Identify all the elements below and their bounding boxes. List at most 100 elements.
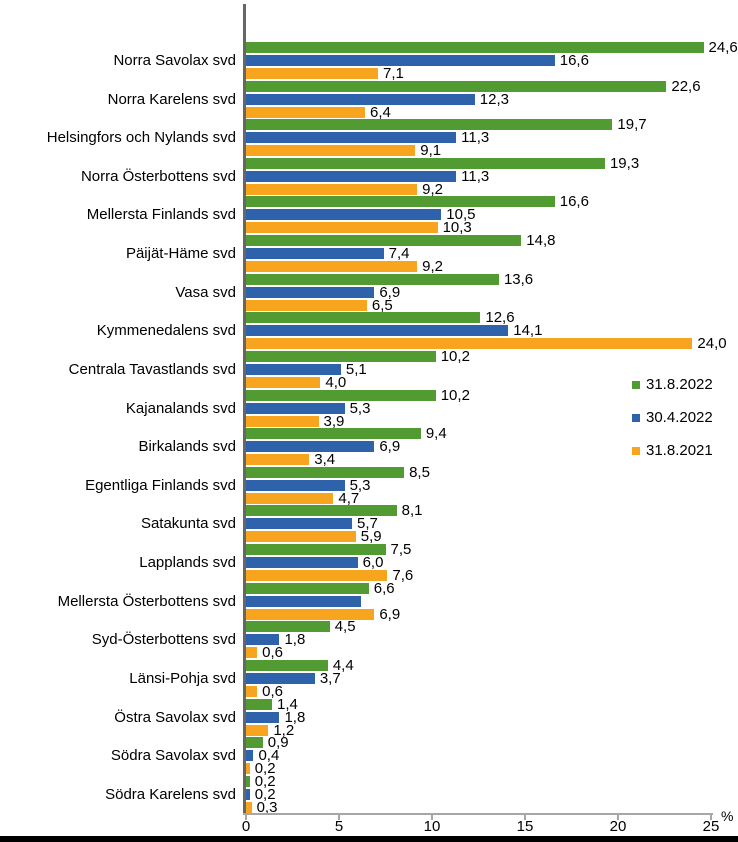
legend-swatch bbox=[632, 446, 640, 455]
x-tick-mark bbox=[245, 814, 247, 820]
bar-value-label: 5,9 bbox=[360, 528, 382, 546]
bar bbox=[246, 466, 405, 478]
category-label: Södra Savolax svd bbox=[110, 747, 236, 765]
category-label: Birkalands svd bbox=[138, 438, 236, 456]
bar-value-label: 4,0 bbox=[325, 373, 347, 391]
bar-value-label: 0,6 bbox=[262, 682, 284, 700]
bar-value-label: 5,1 bbox=[345, 360, 367, 378]
bar bbox=[246, 80, 667, 92]
bar-value-label: 0,9 bbox=[267, 734, 289, 752]
bar bbox=[246, 492, 334, 504]
bar bbox=[246, 608, 375, 620]
bar-value-label: 6,0 bbox=[362, 554, 384, 572]
bar bbox=[246, 132, 457, 144]
x-tick-label: 20 bbox=[609, 818, 627, 835]
bar bbox=[246, 634, 280, 646]
bar bbox=[246, 775, 250, 787]
bar-value-label: 6,5 bbox=[371, 296, 393, 314]
bar bbox=[246, 505, 397, 517]
bar-value-label: 7,5 bbox=[390, 541, 412, 559]
bar bbox=[246, 788, 250, 800]
bar-value-label: 9,2 bbox=[422, 180, 443, 198]
bar-value-label: 10,2 bbox=[440, 386, 470, 404]
bar-value-label: 10,2 bbox=[440, 347, 470, 365]
category-label: Helsingfors och Nylands svd bbox=[46, 129, 236, 147]
bar-value-label: 6,9 bbox=[379, 605, 401, 623]
bar-value-label: 1,8 bbox=[284, 631, 306, 649]
bar-value-label: 3,9 bbox=[323, 412, 345, 430]
bar-value-label: 0,6 bbox=[262, 644, 284, 662]
bar-value-label: 8,1 bbox=[401, 502, 423, 520]
category-label: Kymmenedalens svd bbox=[96, 322, 236, 340]
legend-label: 30.4.2022 bbox=[646, 409, 713, 426]
x-axis-line bbox=[243, 813, 713, 815]
bar bbox=[246, 672, 315, 684]
bar-value-label: 3,7 bbox=[319, 669, 341, 687]
bar-value-label: 1,8 bbox=[284, 708, 306, 726]
bar bbox=[246, 273, 499, 285]
bar bbox=[246, 647, 258, 659]
bar bbox=[246, 441, 375, 453]
bar bbox=[246, 93, 475, 105]
legend-swatch bbox=[632, 413, 640, 422]
bar-value-label: 5,7 bbox=[357, 515, 378, 533]
category-label: Päijät-Häme svd bbox=[125, 245, 236, 263]
legend-item: 31.8.2021 bbox=[632, 442, 713, 459]
bar-value-label: 12,3 bbox=[479, 90, 509, 108]
bar-value-label: 9,1 bbox=[420, 142, 442, 160]
y-axis-line bbox=[243, 4, 246, 814]
bar bbox=[246, 299, 367, 311]
bar-value-label: 5,3 bbox=[349, 399, 371, 417]
category-label: Norra Österbottens svd bbox=[80, 167, 236, 185]
bar bbox=[246, 750, 254, 762]
bar bbox=[246, 286, 375, 298]
category-label: Södra Karelens svd bbox=[105, 785, 236, 803]
bar-value-label: 7,6 bbox=[392, 567, 414, 585]
x-tick-label: 15 bbox=[516, 818, 534, 835]
bar-value-label: 19,7 bbox=[617, 116, 647, 134]
bar bbox=[246, 531, 356, 543]
x-tick-label: 10 bbox=[423, 818, 441, 835]
bottom-border bbox=[0, 836, 738, 842]
bar-value-label: 24,6 bbox=[708, 39, 738, 56]
bar-value-label: 6,4 bbox=[370, 103, 391, 121]
legend-swatch bbox=[632, 380, 640, 389]
bar bbox=[246, 157, 605, 169]
bar bbox=[246, 659, 328, 671]
bar bbox=[246, 685, 258, 697]
bar bbox=[246, 415, 319, 427]
bar bbox=[246, 454, 310, 466]
bar bbox=[246, 350, 436, 362]
bar-value-label: 1,4 bbox=[277, 695, 298, 713]
x-tick-mark bbox=[431, 814, 433, 820]
category-label: Östra Savolax svd bbox=[114, 708, 236, 726]
bar-value-label: 14,1 bbox=[513, 322, 543, 340]
bar-value-label: 0,2 bbox=[254, 760, 276, 778]
category-label: Mellersta Finlands svd bbox=[86, 206, 236, 224]
bar bbox=[246, 312, 481, 324]
category-label: Kajanalands svd bbox=[125, 399, 236, 417]
bar bbox=[246, 479, 345, 491]
bar bbox=[246, 338, 693, 350]
legend-label: 31.8.2022 bbox=[646, 376, 713, 393]
bar bbox=[246, 248, 384, 260]
bar-value-label: 9,4 bbox=[425, 425, 447, 443]
bar bbox=[246, 389, 436, 401]
bar bbox=[246, 376, 321, 388]
bar bbox=[246, 724, 269, 736]
x-tick-mark bbox=[617, 814, 619, 820]
bar bbox=[246, 261, 418, 273]
bar bbox=[246, 68, 379, 79]
bar bbox=[246, 106, 366, 118]
bar bbox=[246, 222, 438, 234]
bar bbox=[246, 763, 250, 775]
category-label: Norra Karelens svd bbox=[107, 90, 236, 108]
bar-value-label: 7,4 bbox=[388, 245, 410, 263]
bar bbox=[246, 42, 704, 53]
bar bbox=[246, 582, 369, 594]
bar bbox=[246, 621, 330, 633]
category-label: Länsi-Pohja svd bbox=[129, 669, 236, 687]
bar bbox=[246, 209, 442, 221]
bar bbox=[246, 55, 555, 66]
bar-value-label: 16,6 bbox=[559, 52, 589, 69]
